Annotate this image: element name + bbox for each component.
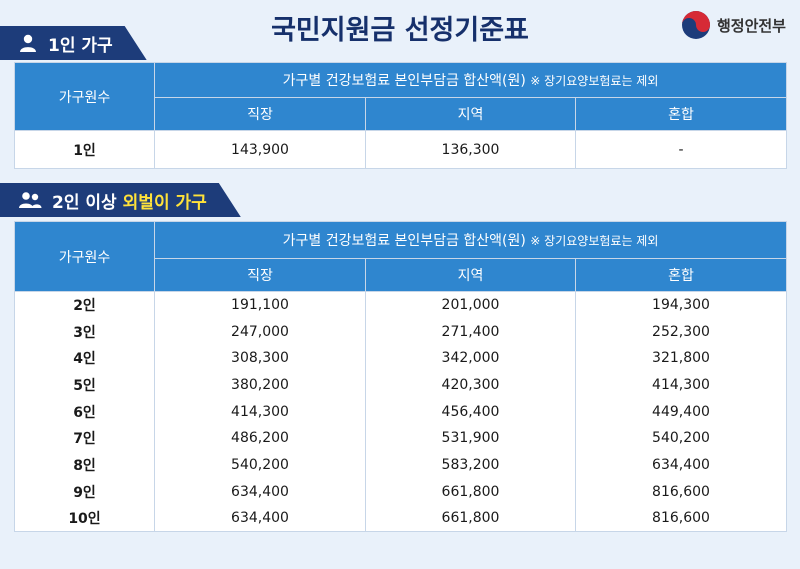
- table-row: 8인 540,200 583,200 634,400: [14, 451, 787, 479]
- header-premium-label: 가구별 건강보험료 본인부담금 합산액(원): [282, 233, 526, 249]
- row-label: 8인: [14, 451, 155, 479]
- table-row: 5인 380,200 420,300 414,300: [14, 371, 787, 399]
- cell-region: 456,400: [365, 398, 576, 425]
- page-title: 국민지원금 선정기준표: [271, 15, 529, 46]
- cell-mixed: 194,300: [575, 291, 787, 319]
- header-note: ※ 장기요양보험료는 제외: [530, 74, 659, 88]
- cell-workplace: 486,200: [154, 424, 366, 452]
- cell-region: 661,800: [365, 478, 576, 505]
- cell-mixed: 540,200: [575, 424, 787, 452]
- cell-mixed: 816,600: [575, 478, 787, 505]
- row-label: 10인: [14, 505, 155, 533]
- table-row: 3인 247,000 271,400 252,300: [14, 318, 787, 345]
- cell-region: 583,200: [365, 451, 576, 479]
- row-label: 5인: [14, 371, 155, 399]
- cell-workplace: 414,300: [154, 398, 366, 425]
- cell-mixed: 634,400: [575, 451, 787, 479]
- table-row: 6인 414,300 456,400 449,400: [14, 398, 787, 425]
- row-label: 9인: [14, 478, 155, 505]
- table-row: 9인 634,400 661,800 816,600: [14, 478, 787, 505]
- table-row: 4인 308,300 342,000 321,800: [14, 344, 787, 372]
- cell-workplace: 634,400: [154, 505, 366, 533]
- cell-workplace: 540,200: [154, 451, 366, 479]
- column-header-mixed: 혼합: [575, 258, 787, 292]
- column-header-region: 지역: [365, 97, 576, 131]
- cell-region: 531,900: [365, 424, 576, 452]
- row-label: 7인: [14, 424, 155, 452]
- header-premium-label: 가구별 건강보험료 본인부담금 합산액(원): [282, 73, 526, 89]
- column-header-workplace: 직장: [154, 97, 366, 131]
- cell-workplace: 380,200: [154, 371, 366, 399]
- table-row: 10인 634,400 661,800 816,600: [14, 505, 787, 533]
- cell-workplace: 143,900: [154, 130, 366, 169]
- cell-workplace: 308,300: [154, 344, 366, 372]
- row-label: 2인: [14, 291, 155, 319]
- header-note: ※ 장기요양보험료는 제외: [530, 234, 659, 248]
- cell-region: 201,000: [365, 291, 576, 319]
- two-people-icon: [18, 190, 42, 210]
- column-header-workplace: 직장: [154, 258, 366, 292]
- ministry-logo: 행정안전부: [681, 10, 786, 40]
- cell-workplace: 191,100: [154, 291, 366, 319]
- table-row: 1인 143,900 136,300 -: [14, 130, 787, 169]
- single-person-icon: [18, 33, 38, 53]
- cell-workplace: 634,400: [154, 478, 366, 505]
- section-tab-label: 2인 이상: [52, 192, 117, 213]
- table-row: 7인 486,200 531,900 540,200: [14, 424, 787, 452]
- row-label: 1인: [14, 130, 155, 169]
- row-label: 3인: [14, 318, 155, 345]
- cell-region: 661,800: [365, 505, 576, 533]
- section-tab-multi: 2인 이상 외벌이 가구: [0, 183, 241, 217]
- section-tab-single: 1인 가구: [0, 26, 147, 60]
- section-tab-label: 1인 가구: [48, 35, 113, 56]
- column-header-mixed: 혼합: [575, 97, 787, 131]
- cell-mixed: 414,300: [575, 371, 787, 399]
- header-premium-total: 가구별 건강보험료 본인부담금 합산액(원) ※ 장기요양보험료는 제외: [154, 62, 787, 98]
- section-tab-highlight: 외벌이 가구: [122, 192, 207, 213]
- cell-region: 342,000: [365, 344, 576, 372]
- cell-mixed: 449,400: [575, 398, 787, 425]
- table-multi-household: 가구원수 가구별 건강보험료 본인부담금 합산액(원) ※ 장기요양보험료는 제…: [14, 221, 787, 533]
- row-label: 4인: [14, 344, 155, 372]
- row-label: 6인: [14, 398, 155, 425]
- cell-region: 136,300: [365, 130, 576, 169]
- taegeuk-logo-icon: [681, 11, 710, 39]
- cell-mixed: 252,300: [575, 318, 787, 345]
- cell-mixed: 816,600: [575, 505, 787, 533]
- cell-region: 271,400: [365, 318, 576, 345]
- header-premium-total: 가구별 건강보험료 본인부담금 합산액(원) ※ 장기요양보험료는 제외: [154, 221, 787, 259]
- header-household-size: 가구원수: [14, 62, 155, 131]
- table-single-household: 가구원수 가구별 건강보험료 본인부담금 합산액(원) ※ 장기요양보험료는 제…: [14, 62, 787, 169]
- ministry-name: 행정안전부: [716, 16, 786, 35]
- header-household-size: 가구원수: [14, 221, 155, 292]
- cell-region: 420,300: [365, 371, 576, 399]
- table-row: 2인 191,100 201,000 194,300: [14, 291, 787, 319]
- cell-mixed: -: [575, 130, 787, 169]
- cell-mixed: 321,800: [575, 344, 787, 372]
- column-header-region: 지역: [365, 258, 576, 292]
- cell-workplace: 247,000: [154, 318, 366, 345]
